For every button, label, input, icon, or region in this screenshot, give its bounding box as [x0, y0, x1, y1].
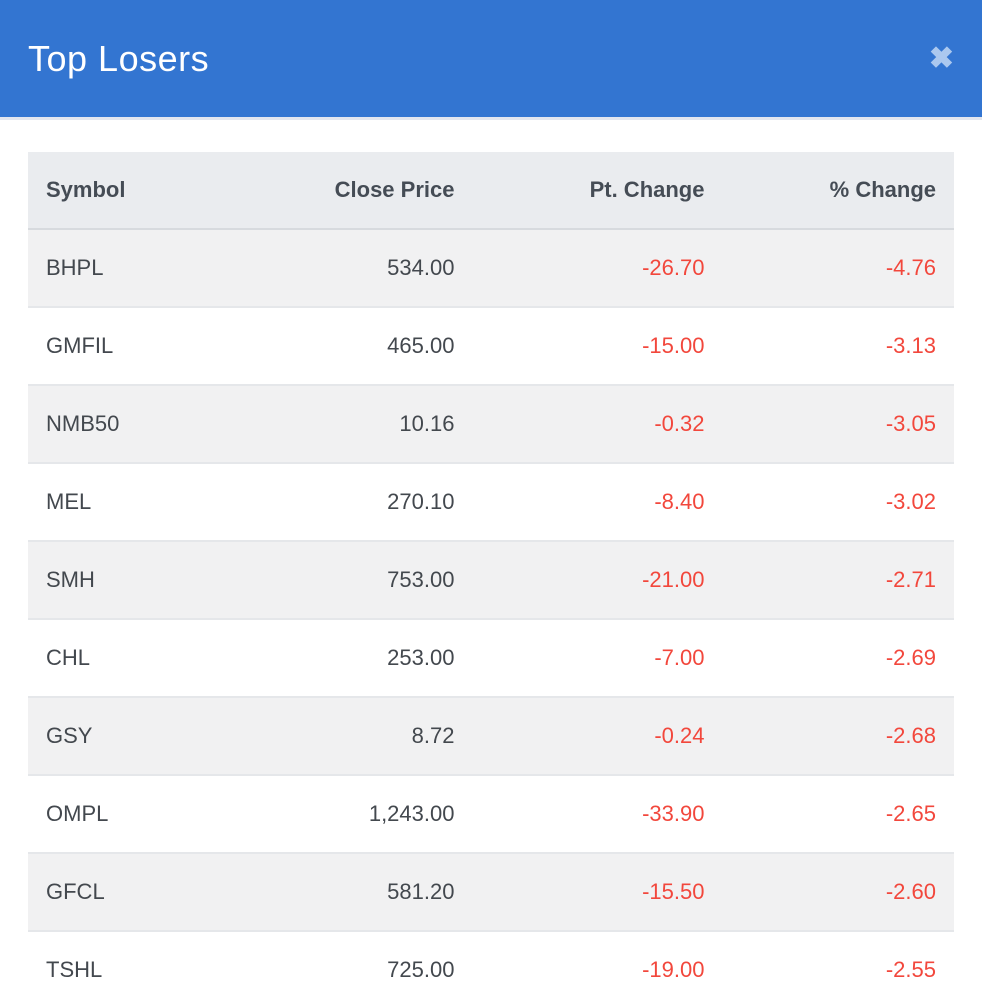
- symbol-cell: GSY: [28, 696, 232, 775]
- table-row: TSHL 725.00 -19.00 -2.55: [28, 930, 954, 998]
- close-price-cell: 10.16: [231, 384, 473, 463]
- pt-change-cell: -0.32: [472, 384, 723, 463]
- pt-change-cell: -7.00: [472, 618, 723, 697]
- symbol-cell: GMFIL: [28, 306, 232, 385]
- table-row: GSY 8.72 -0.24 -2.68: [28, 696, 954, 775]
- close-price-cell: 465.00: [231, 306, 473, 385]
- pt-change-cell: -33.90: [472, 774, 723, 853]
- pt-change-cell: -15.00: [472, 306, 723, 385]
- pct-change-cell: -4.76: [885, 255, 936, 280]
- close-price-cell: 253.00: [231, 618, 473, 697]
- top-losers-content: Symbol Close Price Pt. Change % Change B…: [0, 120, 982, 998]
- symbol-cell: GFCL: [28, 852, 232, 931]
- symbol-cell: SMH: [28, 540, 232, 619]
- pt-change-cell: -19.00: [472, 930, 723, 998]
- close-price-cell: 270.10: [231, 462, 473, 541]
- modal-header: Top Losers ✖: [0, 0, 982, 117]
- symbol-cell: NMB50: [28, 384, 232, 463]
- pt-change-cell: -26.70: [642, 255, 705, 280]
- top-losers-table: Symbol Close Price Pt. Change % Change B…: [28, 152, 954, 998]
- table-body: BHPL 534.00 -26.70 -4.76 GMFIL 465.00 -1…: [28, 229, 954, 998]
- pt-change-cell: -0.24: [472, 696, 723, 775]
- column-header-symbol: Symbol: [28, 152, 232, 230]
- pct-change-cell: -2.71: [722, 540, 954, 619]
- pct-change-cell: -3.05: [722, 384, 954, 463]
- pt-change-cell: -8.40: [472, 462, 723, 541]
- pct-change-cell: -2.69: [722, 618, 954, 697]
- table-row: GMFIL 465.00 -15.00 -3.13: [28, 306, 954, 385]
- pct-change-cell: -2.65: [722, 774, 954, 853]
- close-price-cell: 725.00: [231, 930, 473, 998]
- close-icon[interactable]: ✖: [928, 41, 954, 75]
- symbol-cell: CHL: [28, 618, 232, 697]
- pt-change-cell: -15.50: [472, 852, 723, 931]
- column-header-close-price: Close Price: [231, 152, 473, 230]
- close-price-cell: 581.20: [231, 852, 473, 931]
- table-row: BHPL 534.00 -26.70 -4.76: [28, 229, 954, 307]
- close-price-cell: 8.72: [231, 696, 473, 775]
- pct-change-cell: -2.60: [722, 852, 954, 931]
- symbol-cell: MEL: [28, 462, 232, 541]
- table-header: Symbol Close Price Pt. Change % Change: [28, 152, 954, 230]
- table-row: GFCL 581.20 -15.50 -2.60: [28, 852, 954, 931]
- close-price-cell: 534.00: [387, 255, 455, 280]
- pct-change-cell: -2.68: [722, 696, 954, 775]
- pct-change-cell: -2.55: [722, 930, 954, 998]
- table-row: NMB50 10.16 -0.32 -3.05: [28, 384, 954, 463]
- table-row: OMPL 1,243.00 -33.90 -2.65: [28, 774, 954, 853]
- column-header-pct-change: % Change: [722, 152, 954, 230]
- modal-title: Top Losers: [28, 37, 210, 79]
- pt-change-cell: -21.00: [472, 540, 723, 619]
- column-header-pt-change: Pt. Change: [472, 152, 723, 230]
- close-price-cell: 1,243.00: [231, 774, 473, 853]
- header-divider: [0, 117, 982, 120]
- pct-change-cell: -3.13: [722, 306, 954, 385]
- symbol-cell: TSHL: [28, 930, 232, 998]
- pct-change-cell: -3.02: [722, 462, 954, 541]
- table-header-row: Symbol Close Price Pt. Change % Change: [28, 152, 954, 230]
- table-row: SMH 753.00 -21.00 -2.71: [28, 540, 954, 619]
- symbol-cell: BHPL: [46, 255, 104, 280]
- table-row: MEL 270.10 -8.40 -3.02: [28, 462, 954, 541]
- close-price-cell: 753.00: [231, 540, 473, 619]
- symbol-cell: OMPL: [28, 774, 232, 853]
- table-row: CHL 253.00 -7.00 -2.69: [28, 618, 954, 697]
